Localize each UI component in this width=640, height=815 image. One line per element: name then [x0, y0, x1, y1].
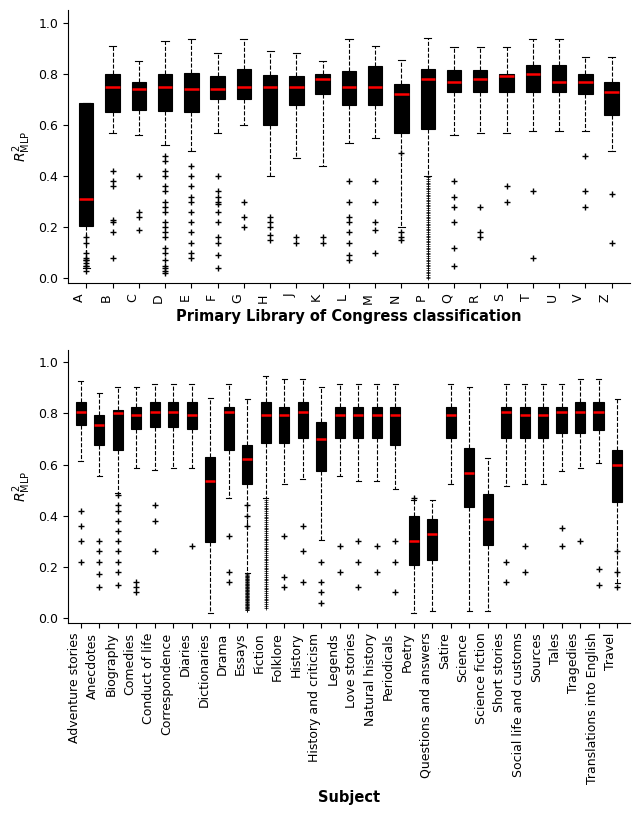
PathPatch shape: [223, 407, 234, 451]
PathPatch shape: [260, 402, 271, 443]
PathPatch shape: [483, 494, 493, 545]
PathPatch shape: [168, 402, 179, 427]
PathPatch shape: [113, 410, 123, 451]
PathPatch shape: [420, 68, 435, 129]
PathPatch shape: [427, 519, 437, 561]
PathPatch shape: [184, 73, 198, 112]
PathPatch shape: [368, 66, 383, 104]
X-axis label: Primary Library of Congress classification: Primary Library of Congress classificati…: [176, 310, 522, 324]
PathPatch shape: [501, 407, 511, 438]
PathPatch shape: [552, 65, 566, 92]
PathPatch shape: [538, 407, 548, 438]
PathPatch shape: [150, 402, 160, 427]
PathPatch shape: [464, 448, 474, 507]
PathPatch shape: [578, 74, 593, 95]
Y-axis label: $R^2_{\mathrm{MLP}}$: $R^2_{\mathrm{MLP}}$: [10, 131, 33, 162]
PathPatch shape: [106, 74, 120, 112]
PathPatch shape: [237, 68, 251, 99]
PathPatch shape: [604, 82, 619, 115]
PathPatch shape: [473, 70, 488, 92]
PathPatch shape: [79, 104, 93, 226]
PathPatch shape: [394, 84, 409, 133]
PathPatch shape: [447, 70, 461, 92]
PathPatch shape: [390, 407, 400, 445]
PathPatch shape: [353, 407, 364, 438]
PathPatch shape: [131, 407, 141, 429]
PathPatch shape: [279, 407, 289, 443]
Y-axis label: $R^2_{\mathrm{MLP}}$: $R^2_{\mathrm{MLP}}$: [10, 471, 33, 502]
PathPatch shape: [94, 415, 104, 445]
PathPatch shape: [525, 65, 540, 92]
PathPatch shape: [499, 74, 514, 92]
PathPatch shape: [158, 74, 172, 111]
PathPatch shape: [205, 457, 215, 543]
PathPatch shape: [242, 445, 252, 483]
PathPatch shape: [520, 407, 530, 438]
PathPatch shape: [211, 77, 225, 99]
PathPatch shape: [593, 402, 604, 430]
PathPatch shape: [298, 402, 308, 438]
PathPatch shape: [335, 407, 345, 438]
PathPatch shape: [445, 407, 456, 438]
PathPatch shape: [316, 74, 330, 95]
PathPatch shape: [132, 82, 146, 110]
PathPatch shape: [612, 451, 622, 501]
PathPatch shape: [372, 407, 382, 438]
PathPatch shape: [408, 516, 419, 566]
PathPatch shape: [187, 402, 197, 429]
X-axis label: Subject: Subject: [318, 790, 380, 805]
PathPatch shape: [575, 402, 585, 433]
PathPatch shape: [342, 72, 356, 104]
PathPatch shape: [557, 407, 566, 433]
PathPatch shape: [76, 402, 86, 425]
PathPatch shape: [289, 77, 303, 104]
PathPatch shape: [316, 422, 326, 471]
PathPatch shape: [263, 75, 277, 125]
